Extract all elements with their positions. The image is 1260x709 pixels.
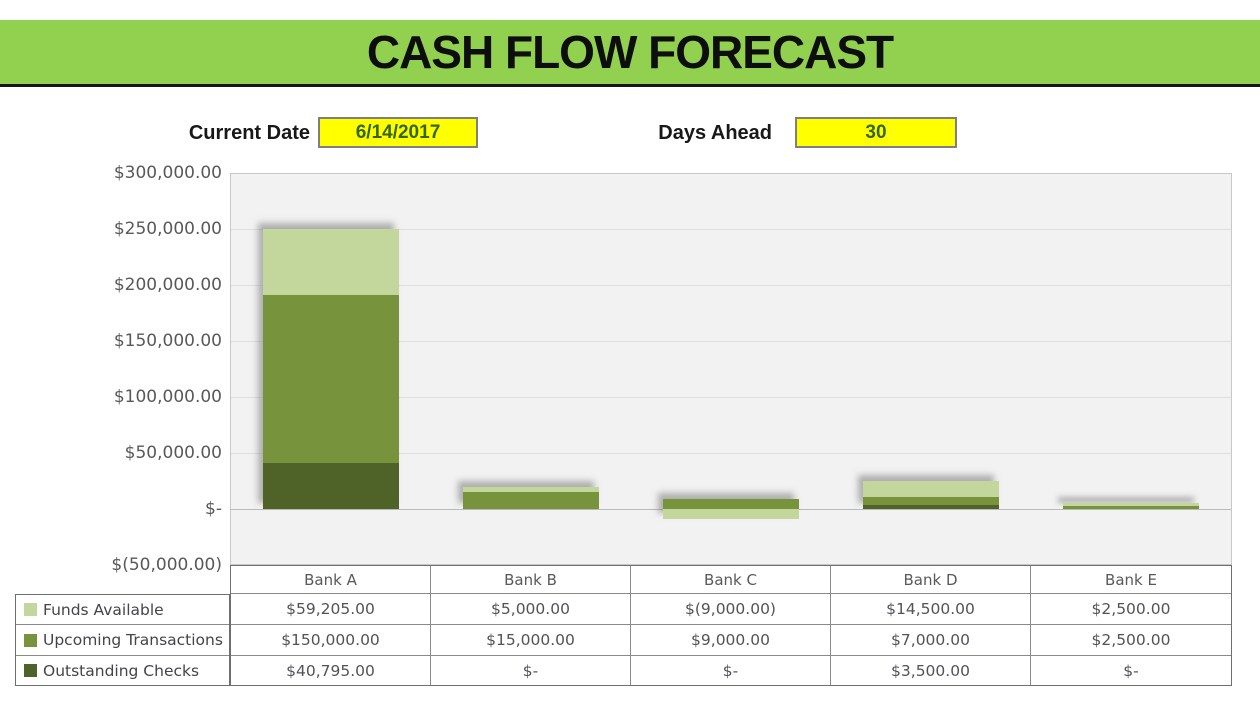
legend-label: Outstanding Checks (43, 661, 200, 680)
bar-segment-outstanding-checks (863, 505, 999, 509)
category-header: Bank C (631, 566, 831, 594)
legend-swatch-icon (24, 633, 37, 647)
value-cell: $(9,000.00) (631, 594, 831, 625)
bar-segment-outstanding-checks (263, 463, 399, 509)
page-title: CASH FLOW FORECAST (366, 26, 894, 78)
value-cell: $2,500.00 (1031, 625, 1231, 656)
category-header: Bank A (231, 566, 431, 594)
value-cell: $- (1031, 656, 1231, 685)
y-axis-tick-label: $- (205, 499, 222, 519)
gridline (231, 453, 1231, 454)
value-cell: $- (631, 656, 831, 685)
y-axis-tick-label: $250,000.00 (113, 219, 222, 239)
value-cell: $59,205.00 (231, 594, 431, 625)
legend-swatch-icon (24, 664, 37, 677)
current-date-input[interactable]: 6/14/2017 (318, 117, 478, 148)
days-ahead-label: Days Ahead (658, 122, 772, 144)
plot-area (230, 173, 1232, 565)
y-axis-tick-label: $300,000.00 (113, 163, 222, 183)
data-table: Bank A Bank B Bank C Bank D Bank E $59,205.00… (230, 565, 1232, 686)
legend-label: Upcoming Transactions (43, 631, 223, 649)
bar-segment-funds-available (663, 508, 799, 520)
value-cell: $7,000.00 (831, 625, 1031, 656)
bar-segment-upcoming-transactions (863, 497, 999, 506)
current-date-value: 6/14/2017 (355, 121, 441, 143)
bar-segment-funds-available (263, 229, 399, 296)
bar-segment-funds-available (463, 486, 599, 493)
bar-bank-e (1063, 503, 1199, 509)
bar-segment-upcoming-transactions (663, 498, 799, 509)
y-axis-tick-label: $100,000.00 (113, 387, 222, 407)
category-header: Bank B (431, 566, 631, 594)
days-ahead-value: 30 (865, 121, 887, 143)
legend-item: Outstanding Checks (16, 656, 229, 685)
bar-bank-b (463, 486, 599, 509)
category-header: Bank D (831, 566, 1031, 594)
bar-segment-upcoming-transactions (463, 492, 599, 509)
y-axis-tick-label: $200,000.00 (113, 275, 222, 295)
legend-column: Funds Available Upcoming Transactions Outs… (15, 594, 230, 686)
gridline (231, 397, 1231, 398)
title-banner: CASH FLOW FORECAST (0, 20, 1260, 87)
value-cell: $3,500.00 (831, 656, 1031, 685)
current-date-label: Current Date (188, 122, 310, 144)
value-cell: $15,000.00 (431, 625, 631, 656)
bar-bank-c (663, 498, 799, 520)
value-cell: $5,000.00 (431, 594, 631, 625)
gridline (231, 341, 1231, 342)
legend-item: Upcoming Transactions (16, 625, 229, 656)
bar-bank-d (863, 481, 999, 509)
y-axis-tick-label: $50,000.00 (124, 443, 222, 463)
bar-segment-funds-available (1063, 503, 1199, 507)
bar-segment-upcoming-transactions (263, 295, 399, 464)
value-cell: $2,500.00 (1031, 594, 1231, 625)
value-cell: $150,000.00 (231, 625, 431, 656)
y-axis-tick-label: $150,000.00 (113, 331, 222, 351)
legend-swatch-icon (24, 603, 37, 616)
days-ahead-input[interactable]: 30 (795, 117, 957, 148)
bar-bank-a (263, 229, 399, 509)
gridline (231, 229, 1231, 230)
value-cell: $- (431, 656, 631, 685)
y-axis-tick-label: $(50,000.00) (111, 555, 222, 575)
value-cell: $14,500.00 (831, 594, 1031, 625)
legend-label: Funds Available (43, 600, 164, 619)
legend-item: Funds Available (16, 595, 229, 625)
bar-segment-upcoming-transactions (1063, 506, 1199, 509)
value-cell: $40,795.00 (231, 656, 431, 685)
bar-segment-funds-available (863, 481, 999, 498)
gridline (231, 285, 1231, 286)
category-header: Bank E (1031, 566, 1231, 594)
value-cell: $9,000.00 (631, 625, 831, 656)
